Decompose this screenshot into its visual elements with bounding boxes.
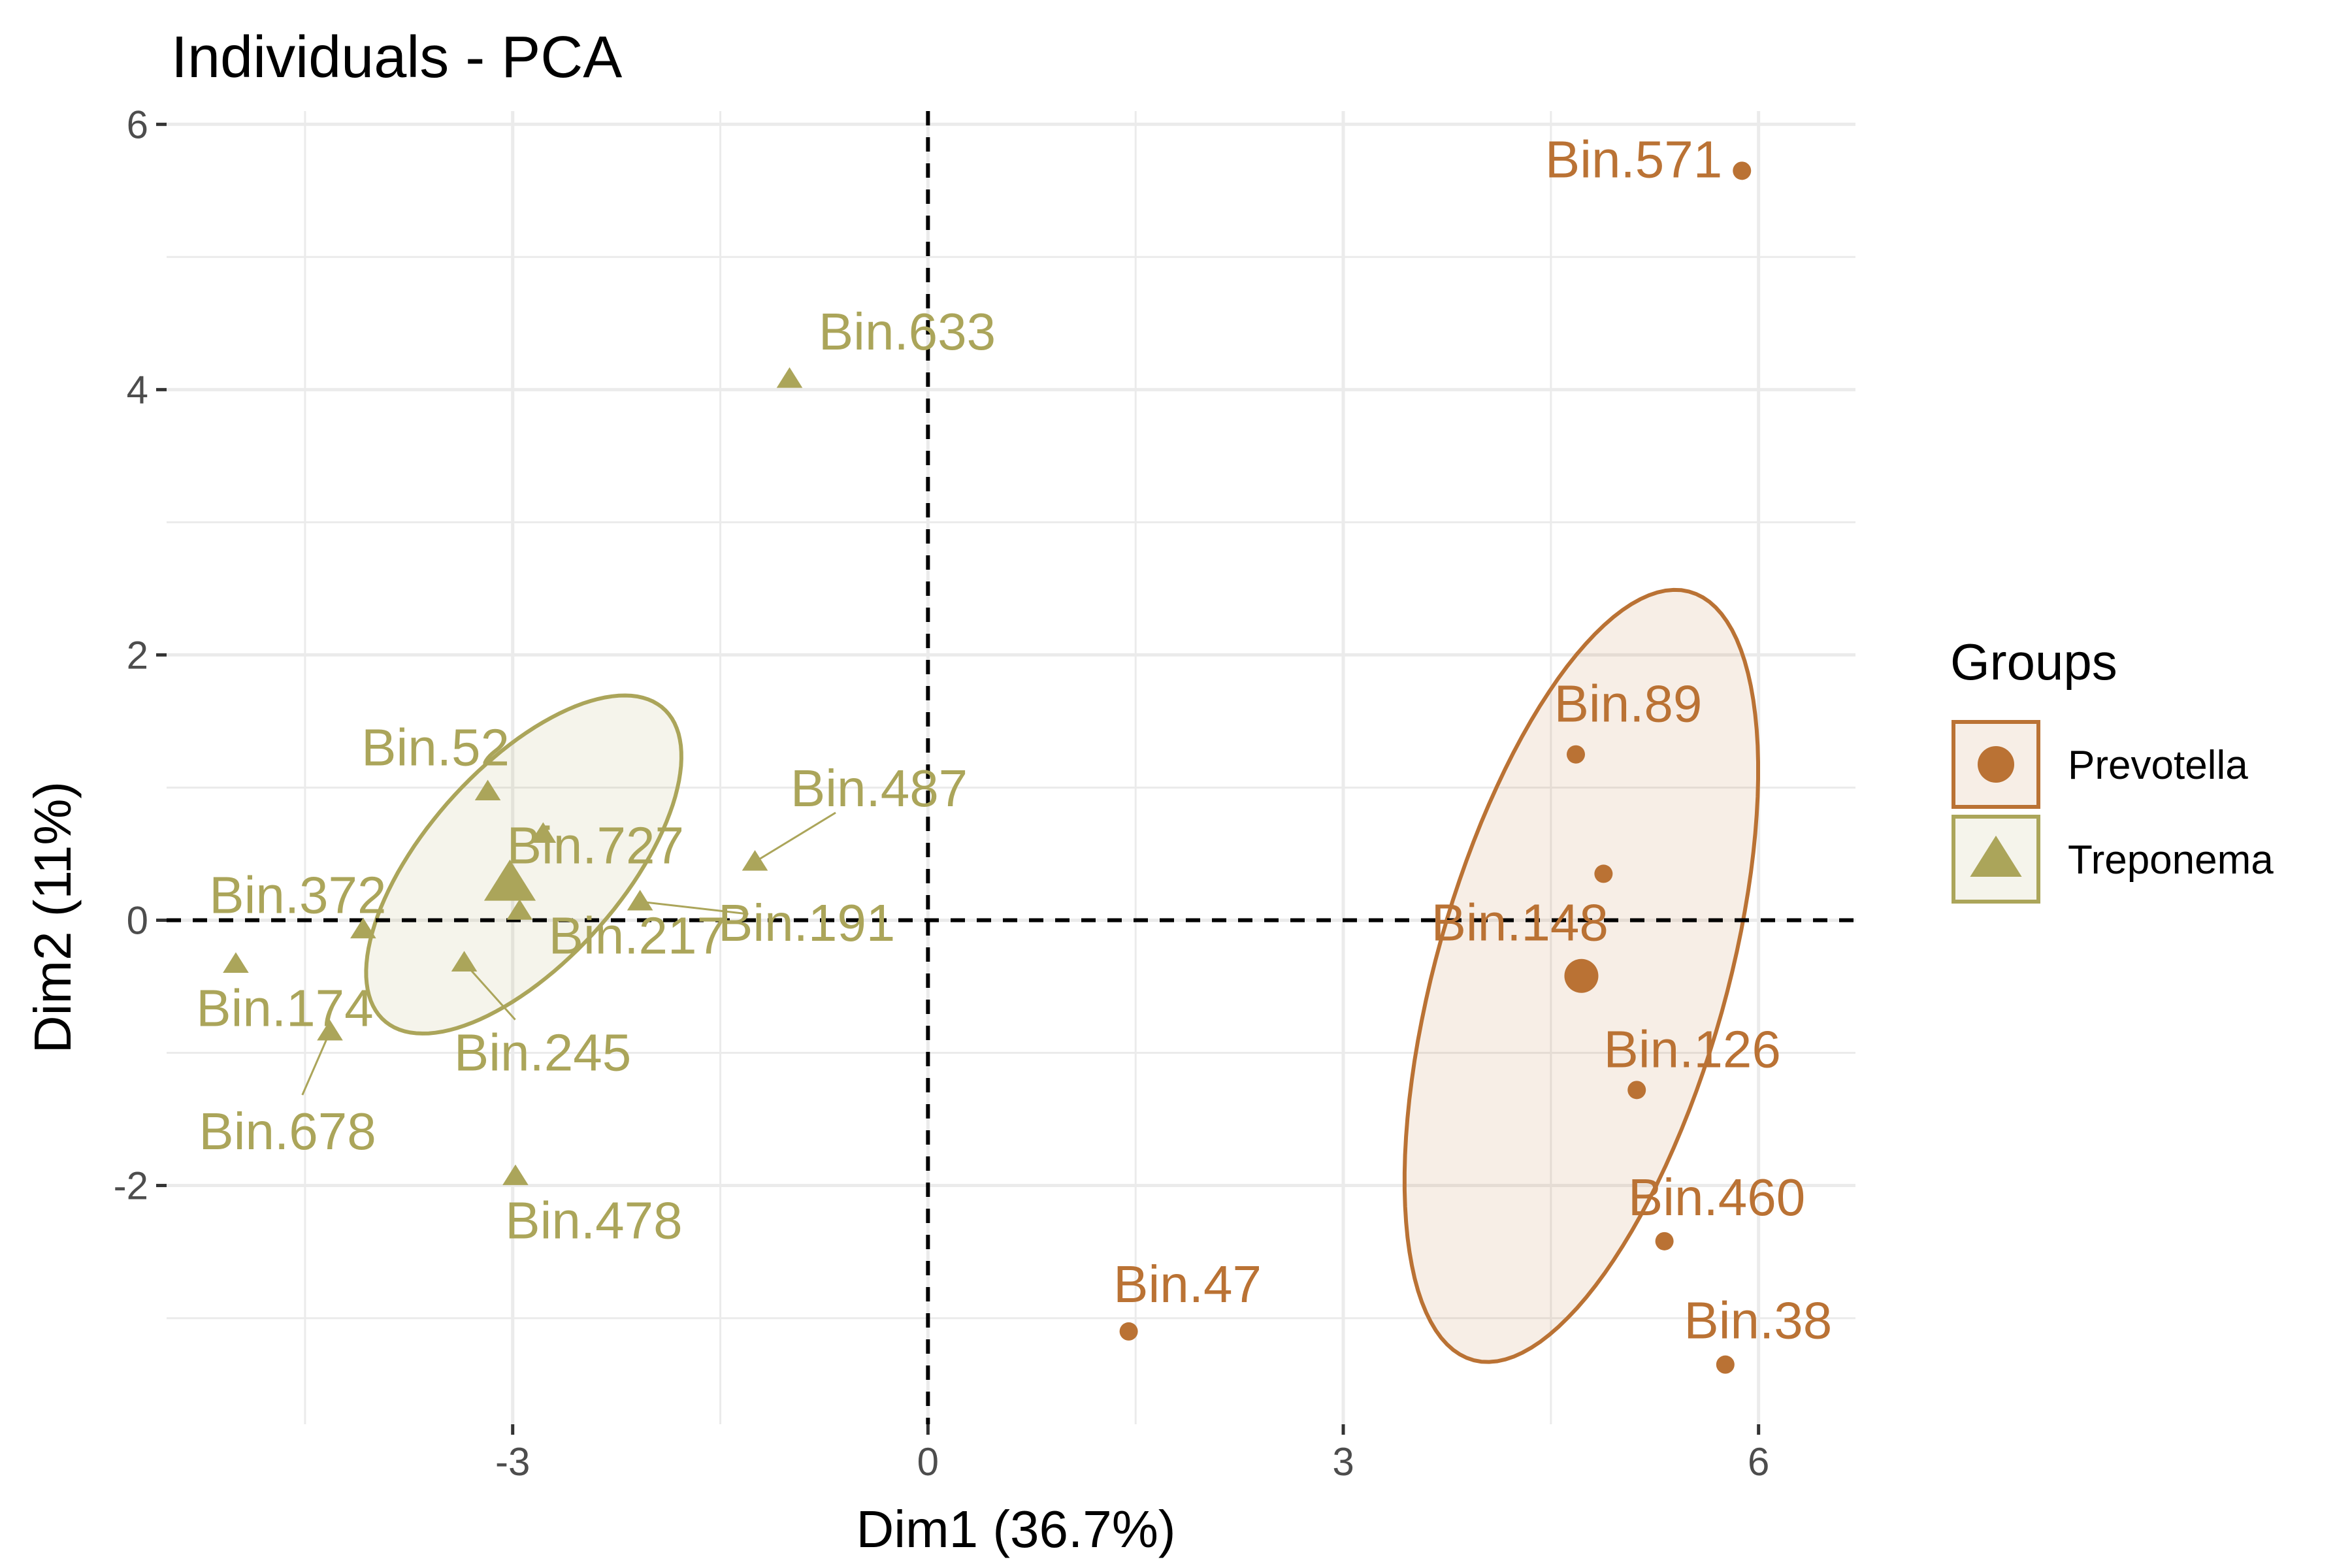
group-centroid-treponema [483,859,536,901]
point-label: Bin.245 [454,1023,631,1081]
y-tick-label: -2 [114,1164,148,1208]
y-tick-label: 2 [127,633,148,677]
legend-label: Treponema [2068,838,2274,883]
y-tick-label: 6 [127,103,148,146]
data-point [530,822,557,843]
data-point [1733,161,1752,180]
point-label: Bin.126 [1604,1020,1781,1078]
point-label: Bin.191 [718,894,895,952]
point-label: Bin.727 [507,817,684,875]
point-label: Bin.47 [1113,1255,1262,1313]
legend-label: Prevotella [2068,743,2248,788]
data-point [506,899,533,920]
chart-title: Individuals - PCA [171,25,622,90]
x-tick-label: -3 [495,1440,530,1484]
label-leader-line [301,1031,331,1096]
y-axis-label: Dim2 (11%) [24,781,82,1053]
x-tick-label: 6 [1748,1440,1769,1484]
legend-items: Prevotella Treponema [1952,720,2274,904]
point-label: Bin.460 [1628,1168,1805,1226]
label-leader-lines [301,811,836,1096]
data-point [1627,1081,1646,1100]
point-label: Bin.148 [1431,894,1609,952]
data-point [317,1020,343,1041]
point-label: Bin.372 [209,866,386,924]
legend-item-prevotella: Prevotella [1952,720,2248,809]
y-tick-label: 0 [127,898,148,942]
legend-symbol-circle [1978,746,2014,783]
point-label: Bin.487 [791,759,968,817]
label-leader-line [463,962,516,1021]
data-point [1119,1322,1138,1341]
point-label: Bin.633 [819,302,996,361]
point-label: Bin.89 [1554,675,1703,733]
data-point [1716,1355,1735,1374]
point-label: Bin.174 [196,979,373,1037]
data-point [1566,745,1585,764]
label-leader-line [754,811,836,863]
x-tick-label: 0 [917,1440,939,1484]
legend-symbol-triangle [1970,836,2022,877]
confidence-ellipse-treponema [364,693,683,1036]
grid-lines [167,111,1855,1424]
point-label: Bin.678 [199,1102,376,1160]
point-label: Bin.478 [505,1191,682,1249]
legend-item-treponema: Treponema [1952,815,2274,904]
data-point [1594,864,1613,883]
axes: -3 0 3 6 -2 0 2 4 6 [114,103,1770,1484]
point-label: Bin.571 [1545,130,1722,188]
data-point [627,890,653,911]
data-points [223,161,1752,1374]
legend-title: Groups [1950,633,2117,691]
data-point [223,952,249,973]
data-point [502,1164,529,1185]
data-point [742,850,768,871]
label-leader-line [640,900,749,915]
point-label: Bin.52 [361,719,510,777]
data-point [451,951,478,972]
legend: Groups Prevotella Treponema [1950,633,2274,904]
data-point [350,917,376,939]
point-label: Bin.217 [549,906,726,964]
data-point [1655,1232,1674,1250]
reference-lines [167,111,1855,1424]
x-axis-label: Dim1 (36.7%) [856,1500,1175,1558]
y-tick-label: 4 [127,368,148,412]
point-label: Bin.38 [1684,1292,1832,1350]
point-labels: Bin.571 Bin.89 Bin.148 Bin.126 Bin.460 Bin.38… [196,130,1832,1349]
data-point [776,367,803,388]
group-centroid-prevotella [1564,958,1599,993]
data-point [474,779,501,801]
x-tick-label: 3 [1332,1440,1354,1484]
